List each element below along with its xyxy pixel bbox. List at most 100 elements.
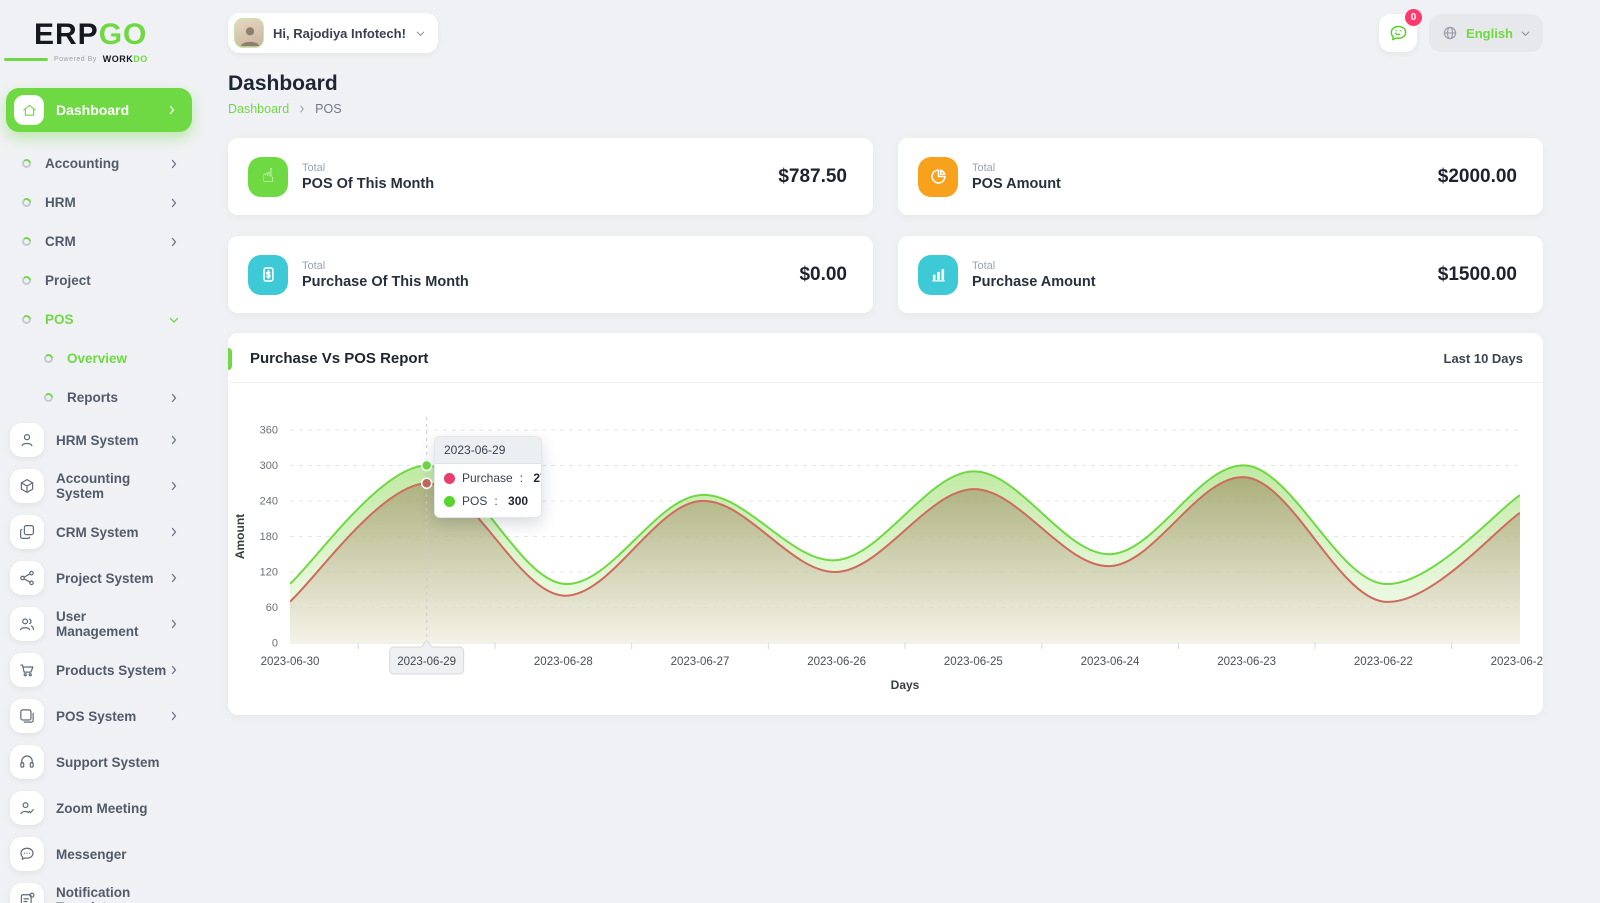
users-icon-tile [10, 607, 44, 641]
sidebar-item-overview[interactable]: Overview [0, 339, 200, 378]
y-tick-label: 240 [260, 496, 278, 508]
sidebar-item-crm-system[interactable]: CRM System [0, 509, 200, 555]
sidebar-item-zoom-meeting[interactable]: Zoom Meeting [0, 785, 200, 831]
cart-icon [18, 661, 36, 679]
chevron-right-icon [168, 664, 180, 676]
cube-icon-tile [10, 469, 44, 503]
person-icon-tile [10, 423, 44, 457]
user-greeting: Hi, Rajodiya Infotech! [273, 26, 406, 41]
chat-icon [18, 845, 36, 863]
messages-button[interactable]: 0 [1379, 14, 1417, 52]
chevron-right-icon [168, 572, 180, 584]
stat-card-label: Total [302, 260, 469, 272]
logo-go: GO [99, 18, 148, 51]
x-label-selected: 2023-06-29 [390, 641, 464, 675]
bullet-icon [44, 393, 53, 402]
stat-card-meta: TotalPOS Amount [972, 162, 1061, 192]
sidebar-item-accounting-system[interactable]: Accounting System [0, 463, 200, 509]
sidebar-item-products-system[interactable]: Products System [0, 647, 200, 693]
chat-icon-tile [10, 837, 44, 871]
share-icon [18, 569, 36, 587]
y-tick-label: 60 [266, 602, 278, 614]
x-tick-label: 2023-06-23 [1217, 656, 1276, 668]
tooltip-date: 2023-06-29 [435, 437, 541, 464]
logo-underline [4, 58, 48, 61]
user-menu[interactable]: Hi, Rajodiya Infotech! [228, 13, 438, 53]
bar-chart-icon [928, 264, 949, 285]
stat-card-meta: TotalPOS Of This Month [302, 162, 434, 192]
purchase-vs-pos-chart[interactable]: 0601201802403003602023-06-302023-06-2920… [228, 383, 1543, 715]
person-silhouette-icon [239, 23, 261, 47]
stat-card-value: $0.00 [799, 264, 847, 286]
sidebar-item-label: Zoom Meeting [56, 801, 148, 816]
chat-smile-icon [1388, 23, 1409, 44]
chevron-down-icon [168, 314, 180, 326]
stat-card-icon-tile [918, 157, 958, 197]
chevron-right-icon [168, 197, 180, 209]
stat-card-label: Total [972, 260, 1096, 272]
sidebar-item-accounting[interactable]: Accounting [0, 144, 200, 183]
sidebar-item-user-management[interactable]: User Management [0, 601, 200, 647]
stat-card-title: Purchase Amount [972, 274, 1096, 290]
note-icon-tile [10, 883, 44, 903]
x-tick-label: 2023-06-27 [671, 656, 730, 668]
y-tick-label: 0 [272, 638, 278, 650]
sidebar-item-label: Overview [67, 351, 127, 366]
stat-card-title: POS Amount [972, 176, 1061, 192]
sidebar-item-support-system[interactable]: Support System [0, 739, 200, 785]
chart-title: Purchase Vs POS Report [250, 350, 428, 367]
sidebar-item-messenger[interactable]: Messenger [0, 831, 200, 877]
headset-icon-tile [10, 745, 44, 779]
sidebar-item-label: Notification Template [56, 885, 180, 903]
language-selector[interactable]: English [1429, 14, 1543, 52]
sidebar-item-label: POS [45, 312, 74, 327]
sidebar-item-label: CRM System [56, 525, 139, 540]
sidebar-item-notification-template[interactable]: Notification Template [0, 877, 200, 903]
topbar-actions: 0 English [1379, 14, 1543, 52]
bullet-icon [22, 198, 31, 207]
sidebar-item-dashboard[interactable]: Dashboard [6, 88, 192, 132]
share-icon-tile [10, 561, 44, 595]
workdo-brand: WORKDO [103, 54, 148, 64]
sidebar-item-label: Project System [56, 571, 154, 586]
sidebar-item-pos[interactable]: POS [0, 300, 200, 339]
app-logo[interactable]: ERPGO Powered By WORKDO [0, 12, 200, 64]
stat-card-pos-of-this-month: ☝TotalPOS Of This Month$787.50 [228, 138, 873, 215]
stat-card-purchase-of-this-month: Total Purchase Of This Month $0.00 [228, 236, 873, 313]
breadcrumb-dashboard-link[interactable]: Dashboard [228, 102, 289, 116]
tooltip-row-purchase: Purchase: 270 [435, 464, 541, 487]
chevron-right-icon [168, 710, 180, 722]
chart-svg: 0601201802403003602023-06-302023-06-2920… [228, 409, 1543, 701]
person-icon [18, 431, 36, 449]
sidebar-item-hrm[interactable]: HRM [0, 183, 200, 222]
x-tick-label: 2023-06-24 [1081, 656, 1140, 668]
stat-card-title: Purchase Of This Month [302, 274, 469, 290]
svg-text:2023-06-29: 2023-06-29 [397, 656, 456, 668]
sidebar-item-label: CRM [45, 234, 76, 249]
breadcrumb: Dashboard POS [228, 102, 1543, 116]
bullet-icon [22, 276, 31, 285]
sidebar-item-project-system[interactable]: Project System [0, 555, 200, 601]
person-check-icon [18, 799, 36, 817]
chevron-right-icon [168, 526, 180, 538]
note-icon [18, 891, 36, 903]
x-tick-label: 2023-06-26 [807, 656, 866, 668]
logo-text: ERPGO [34, 18, 200, 52]
x-tick-label: 2023-06-22 [1354, 656, 1413, 668]
sidebar-item-label: User Management [56, 609, 168, 639]
y-tick-label: 120 [260, 567, 278, 579]
pos-icon-tile [10, 699, 44, 733]
series-dot-icon [444, 496, 455, 507]
main-content: Hi, Rajodiya Infotech! 0 English Dashboa… [200, 0, 1600, 715]
sidebar-item-pos-system[interactable]: POS System [0, 693, 200, 739]
sidebar-item-reports[interactable]: Reports [0, 378, 200, 417]
chart-tooltip: 2023-06-29Purchase: 270POS: 300 [434, 436, 542, 518]
bullet-icon [22, 315, 31, 324]
sidebar-item-project[interactable]: Project [0, 261, 200, 300]
chevron-down-icon [1520, 28, 1531, 39]
sidebar-menu: Dashboard AccountingHRM CRM Project POS Overv… [0, 88, 200, 903]
chart-card: Purchase Vs POS Report Last 10 Days 0601… [228, 333, 1543, 715]
sidebar-item-crm[interactable]: CRM [0, 222, 200, 261]
purchase-marker [422, 478, 432, 488]
sidebar-item-hrm-system[interactable]: HRM System [0, 417, 200, 463]
